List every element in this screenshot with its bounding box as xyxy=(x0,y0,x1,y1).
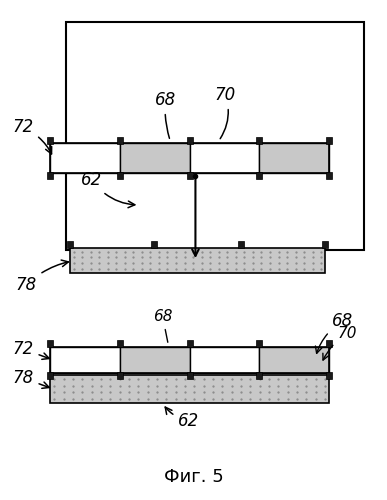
Bar xyxy=(190,144,259,172)
Bar xyxy=(120,346,190,372)
Bar xyxy=(120,144,190,172)
Text: 70: 70 xyxy=(215,86,236,139)
Bar xyxy=(187,372,193,379)
Bar xyxy=(259,346,329,372)
Text: 72: 72 xyxy=(12,118,51,154)
Bar xyxy=(117,172,123,179)
Text: 62: 62 xyxy=(165,407,199,430)
Text: 68: 68 xyxy=(155,91,176,138)
Bar xyxy=(47,340,53,347)
Bar xyxy=(326,137,332,144)
Bar xyxy=(117,137,123,144)
Bar xyxy=(256,340,262,347)
Bar xyxy=(326,172,332,179)
Bar xyxy=(190,346,259,372)
Bar xyxy=(187,137,193,144)
Bar xyxy=(50,144,329,172)
Text: Фиг. 5: Фиг. 5 xyxy=(164,468,223,486)
Bar xyxy=(50,144,120,172)
Bar xyxy=(256,137,262,144)
Bar xyxy=(238,241,244,248)
Bar xyxy=(47,372,53,379)
Bar xyxy=(326,340,332,347)
Bar xyxy=(187,172,193,179)
Bar xyxy=(70,248,325,272)
Text: 68: 68 xyxy=(315,312,353,354)
Text: 62: 62 xyxy=(81,171,135,207)
Text: 70: 70 xyxy=(323,326,357,360)
Text: 78: 78 xyxy=(15,260,68,294)
Bar xyxy=(50,346,329,372)
Bar xyxy=(67,241,73,248)
Bar xyxy=(151,241,157,248)
Bar xyxy=(47,172,53,179)
Bar xyxy=(259,144,329,172)
Bar xyxy=(117,372,123,379)
Text: 68: 68 xyxy=(153,309,172,342)
Bar xyxy=(326,372,332,379)
Bar xyxy=(117,340,123,347)
Bar xyxy=(50,346,120,372)
Bar xyxy=(47,137,53,144)
Bar xyxy=(66,22,364,250)
Bar xyxy=(50,375,329,402)
Bar xyxy=(256,172,262,179)
Bar xyxy=(187,340,193,347)
Text: 78: 78 xyxy=(12,369,49,388)
Bar xyxy=(256,372,262,379)
Text: 72: 72 xyxy=(12,340,49,359)
Bar xyxy=(322,241,328,248)
